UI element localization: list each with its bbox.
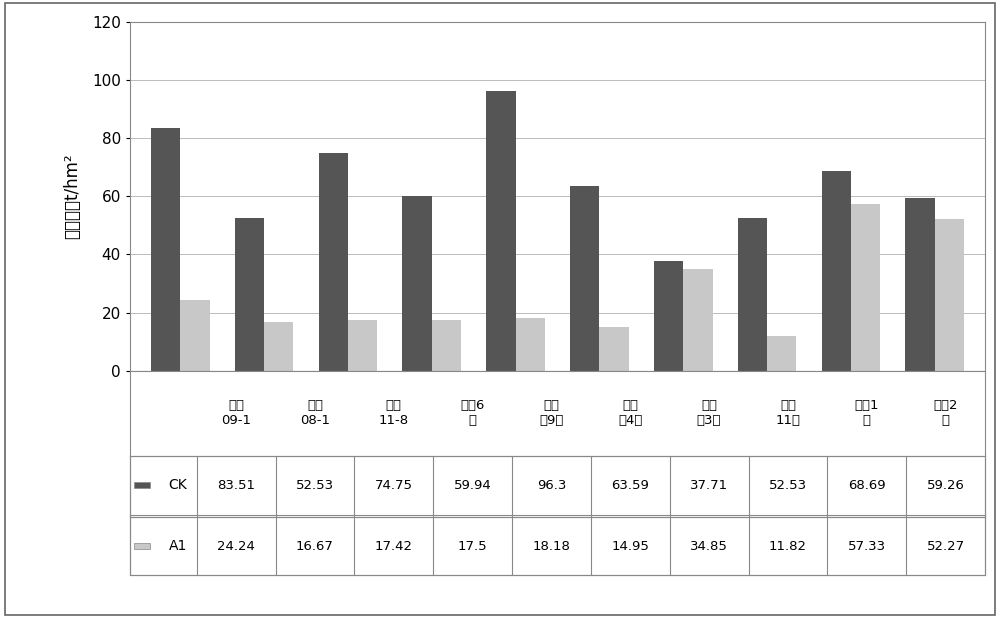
Text: 59.94: 59.94 <box>454 479 491 492</box>
Bar <box>134 543 150 549</box>
Bar <box>319 153 348 371</box>
Text: 新高
粱9号: 新高 粱9号 <box>539 399 564 426</box>
Text: 济甜6
号: 济甜6 号 <box>460 399 485 426</box>
Bar <box>851 204 880 371</box>
Bar <box>570 186 599 371</box>
Bar <box>486 91 516 371</box>
Text: 83.51: 83.51 <box>217 479 255 492</box>
Text: 37.71: 37.71 <box>690 479 728 492</box>
Text: 11.82: 11.82 <box>769 540 807 552</box>
Text: 24.24: 24.24 <box>217 540 255 552</box>
Bar <box>683 269 713 371</box>
Text: 68.69: 68.69 <box>848 479 886 492</box>
Bar <box>738 218 767 371</box>
Text: 52.53: 52.53 <box>769 479 807 492</box>
Text: CK: CK <box>169 478 187 493</box>
Bar <box>264 323 293 371</box>
Text: 新高
粱3号: 新高 粱3号 <box>697 399 721 426</box>
Bar <box>348 320 377 371</box>
Bar <box>654 261 683 371</box>
Text: 龙杂
11号: 龙杂 11号 <box>775 399 800 426</box>
Bar <box>599 328 629 371</box>
Bar <box>402 197 432 371</box>
Bar <box>180 300 210 371</box>
Text: A1: A1 <box>169 539 187 553</box>
Text: 57.33: 57.33 <box>848 540 886 552</box>
Text: 52.53: 52.53 <box>296 479 334 492</box>
Text: 17.42: 17.42 <box>375 540 413 552</box>
Text: 14.95: 14.95 <box>611 540 649 552</box>
Bar <box>134 482 150 488</box>
Text: 晋甜
09-1: 晋甜 09-1 <box>221 399 251 426</box>
Bar <box>432 320 461 371</box>
Text: 34.85: 34.85 <box>690 540 728 552</box>
Text: 52.27: 52.27 <box>927 540 965 552</box>
Bar <box>151 128 180 371</box>
Text: 17.5: 17.5 <box>458 540 487 552</box>
Text: 晋甜
08-1: 晋甜 08-1 <box>300 399 330 426</box>
Bar <box>767 336 796 371</box>
Bar <box>516 318 545 371</box>
Text: 辽甜2
号: 辽甜2 号 <box>933 399 958 426</box>
Text: 96.3: 96.3 <box>537 479 566 492</box>
Text: 63.59: 63.59 <box>611 479 649 492</box>
Bar <box>905 198 935 371</box>
Bar <box>235 218 264 371</box>
Text: 新高
粱4号: 新高 粱4号 <box>618 399 642 426</box>
Bar <box>822 171 851 371</box>
Y-axis label: 生物产量t/hm²: 生物产量t/hm² <box>63 153 81 239</box>
Text: 59.26: 59.26 <box>927 479 965 492</box>
Text: 16.67: 16.67 <box>296 540 334 552</box>
Bar <box>935 219 964 371</box>
Text: 18.18: 18.18 <box>532 540 570 552</box>
Text: 济甜
11-8: 济甜 11-8 <box>379 399 409 426</box>
Text: 辽甜1
号: 辽甜1 号 <box>855 399 879 426</box>
Text: 74.75: 74.75 <box>375 479 413 492</box>
